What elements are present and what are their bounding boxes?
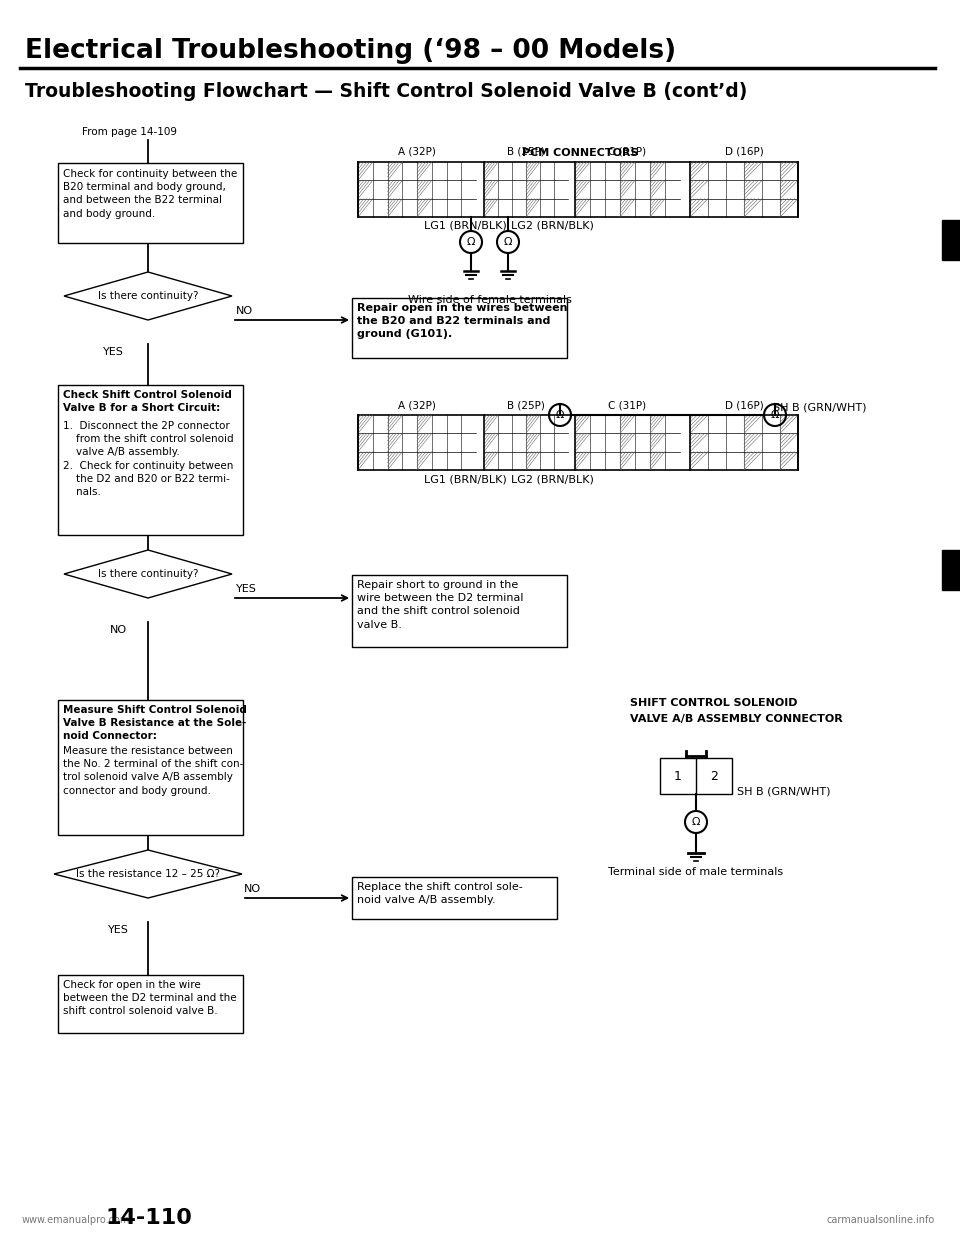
Bar bbox=[942, 220, 960, 260]
Text: Is there continuity?: Is there continuity? bbox=[98, 569, 199, 579]
Text: Measure the resistance between
the No. 2 terminal of the shift con-
trol solenoi: Measure the resistance between the No. 2… bbox=[63, 746, 244, 796]
Text: B (25P): B (25P) bbox=[507, 147, 545, 156]
Polygon shape bbox=[64, 550, 232, 597]
Text: Ω: Ω bbox=[771, 410, 780, 420]
Text: 14-110: 14-110 bbox=[105, 1208, 192, 1228]
Text: www.emanualpro.com: www.emanualpro.com bbox=[22, 1215, 131, 1225]
Text: Is the resistance 12 – 25 Ω?: Is the resistance 12 – 25 Ω? bbox=[76, 869, 220, 879]
Text: YES: YES bbox=[108, 925, 129, 935]
Text: PCM CONNECTORS: PCM CONNECTORS bbox=[521, 148, 638, 158]
Text: 2: 2 bbox=[710, 770, 718, 782]
Text: Is there continuity?: Is there continuity? bbox=[98, 291, 199, 301]
Text: LG1 (BRN/BLK): LG1 (BRN/BLK) bbox=[423, 474, 506, 484]
Text: Ω: Ω bbox=[467, 237, 475, 247]
Text: Ω: Ω bbox=[692, 817, 700, 827]
Text: D (16P): D (16P) bbox=[725, 147, 763, 156]
Polygon shape bbox=[54, 850, 242, 898]
Text: A (32P): A (32P) bbox=[398, 147, 436, 156]
Text: 1.  Disconnect the 2P connector
    from the shift control solenoid
    valve A/: 1. Disconnect the 2P connector from the … bbox=[63, 421, 233, 497]
Text: SH B (GRN/WHT): SH B (GRN/WHT) bbox=[773, 402, 867, 412]
Bar bbox=[358, 415, 798, 469]
Text: SHIFT CONTROL SOLENOID: SHIFT CONTROL SOLENOID bbox=[630, 698, 798, 708]
Bar bbox=[58, 385, 243, 535]
Bar bbox=[352, 877, 557, 919]
Text: NO: NO bbox=[244, 884, 261, 894]
Bar bbox=[352, 298, 567, 358]
Polygon shape bbox=[64, 272, 232, 320]
Text: A (32P): A (32P) bbox=[398, 400, 436, 410]
Bar bbox=[58, 163, 243, 243]
Bar bbox=[58, 700, 243, 835]
Text: From page 14-109: From page 14-109 bbox=[82, 127, 177, 137]
Text: VALVE A/B ASSEMBLY CONNECTOR: VALVE A/B ASSEMBLY CONNECTOR bbox=[630, 714, 843, 724]
Text: LG2 (BRN/BLK): LG2 (BRN/BLK) bbox=[511, 474, 593, 484]
Text: carmanualsonline.info: carmanualsonline.info bbox=[827, 1215, 935, 1225]
Text: LG2 (BRN/BLK): LG2 (BRN/BLK) bbox=[511, 220, 593, 230]
Text: D (16P): D (16P) bbox=[725, 400, 763, 410]
Text: Check for continuity between the
B20 terminal and body ground,
and between the B: Check for continuity between the B20 ter… bbox=[63, 169, 237, 219]
Text: YES: YES bbox=[103, 347, 124, 356]
Bar bbox=[58, 975, 243, 1033]
Text: Ω: Ω bbox=[504, 237, 513, 247]
Text: 1: 1 bbox=[674, 770, 682, 782]
Text: LG1 (BRN/BLK): LG1 (BRN/BLK) bbox=[423, 220, 506, 230]
Text: Measure Shift Control Solenoid
Valve B Resistance at the Sole-
noid Connector:: Measure Shift Control Solenoid Valve B R… bbox=[63, 705, 247, 741]
Text: Terminal side of male terminals: Terminal side of male terminals bbox=[609, 867, 783, 877]
Text: NO: NO bbox=[236, 306, 253, 315]
Bar bbox=[358, 161, 798, 217]
Text: B (25P): B (25P) bbox=[507, 400, 545, 410]
Text: Check Shift Control Solenoid
Valve B for a Short Circuit:: Check Shift Control Solenoid Valve B for… bbox=[63, 390, 232, 414]
Text: Repair open in the wires between
the B20 and B22 terminals and
ground (G101).: Repair open in the wires between the B20… bbox=[357, 303, 567, 339]
Text: NO: NO bbox=[110, 625, 127, 635]
Bar bbox=[352, 575, 567, 647]
Text: Check for open in the wire
between the D2 terminal and the
shift control solenoi: Check for open in the wire between the D… bbox=[63, 980, 236, 1016]
Bar bbox=[660, 758, 732, 794]
Text: Replace the shift control sole-
noid valve A/B assembly.: Replace the shift control sole- noid val… bbox=[357, 882, 523, 905]
Text: Troubleshooting Flowchart — Shift Control Solenoid Valve B (cont’d): Troubleshooting Flowchart — Shift Contro… bbox=[25, 82, 748, 101]
Text: C (31P): C (31P) bbox=[609, 147, 647, 156]
Text: YES: YES bbox=[236, 584, 257, 594]
Text: SH B (GRN/WHT): SH B (GRN/WHT) bbox=[737, 786, 830, 796]
Text: Electrical Troubleshooting (‘98 – 00 Models): Electrical Troubleshooting (‘98 – 00 Mod… bbox=[25, 39, 676, 65]
Bar bbox=[942, 550, 960, 590]
Text: C (31P): C (31P) bbox=[609, 400, 647, 410]
Text: Wire side of female terminals: Wire side of female terminals bbox=[408, 296, 572, 306]
Text: Repair short to ground in the
wire between the D2 terminal
and the shift control: Repair short to ground in the wire betwe… bbox=[357, 580, 523, 630]
Text: Ω: Ω bbox=[556, 410, 564, 420]
